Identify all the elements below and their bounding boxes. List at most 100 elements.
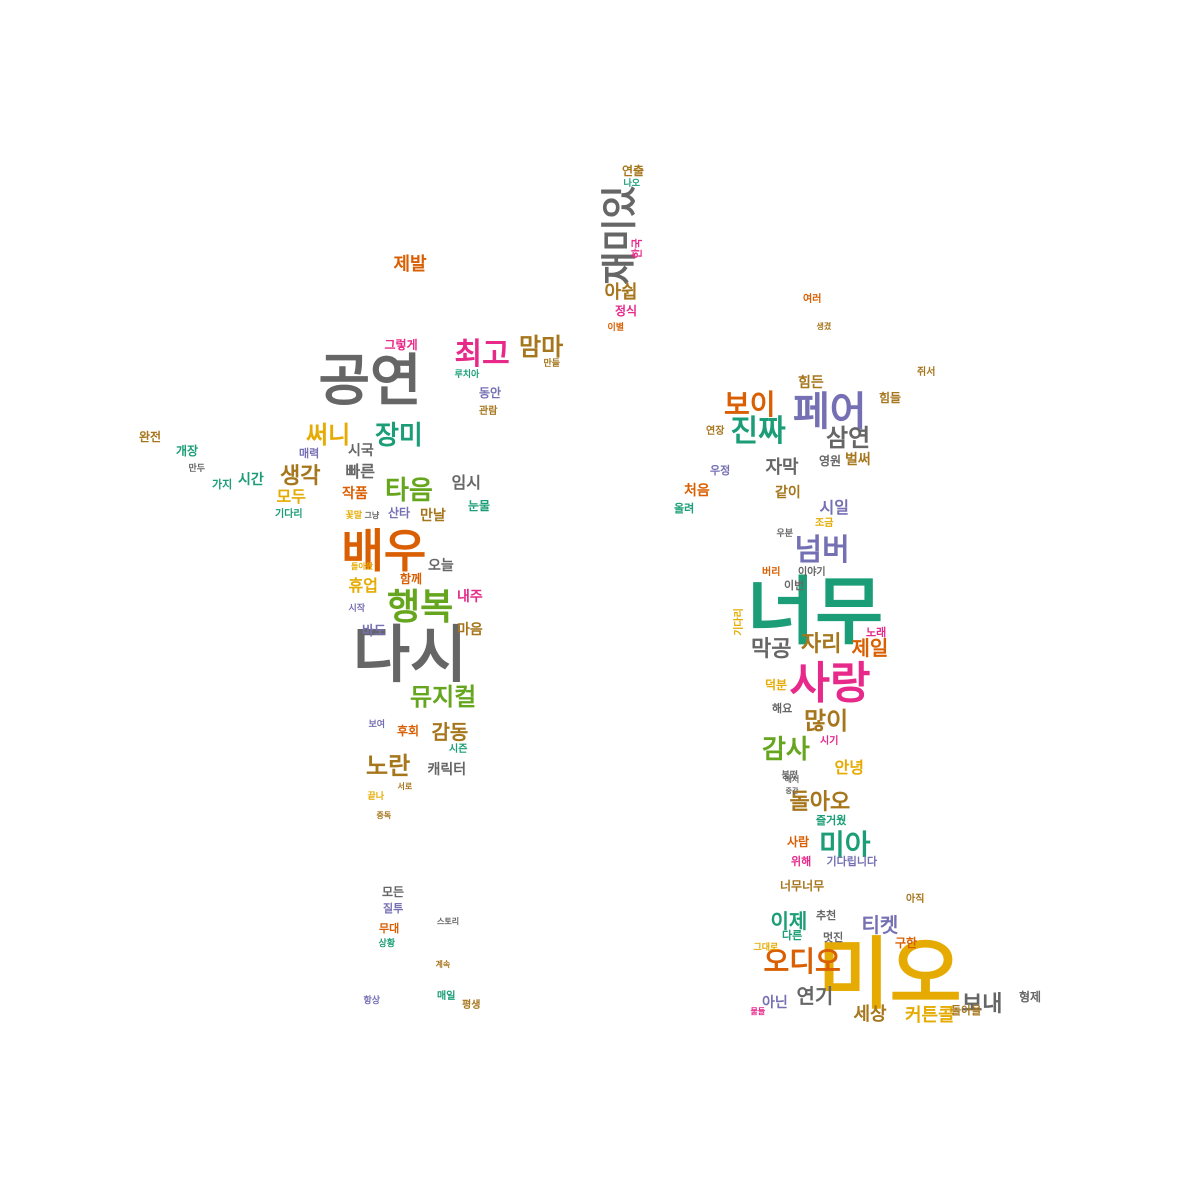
word-21: 타음 [385,476,433,506]
word-26: 많이 [804,707,849,735]
word-84: 추천 [816,908,837,922]
word-10: 진짜 [730,414,786,449]
word-48: 오늘 [428,558,454,574]
word-107: 계속 [435,960,451,969]
word-97: 매일 [437,991,456,1002]
word-3: 공연 [318,349,422,414]
word-12: 삼연 [826,424,871,452]
word-42: 안녕 [834,758,864,777]
word-15: 오디오 [763,945,841,978]
word-73: 덕분 [765,678,788,692]
word-39: 휴업 [348,576,378,595]
word-105: 서로 [397,782,413,791]
word-52: 벌써 [845,452,871,468]
word-2: 다시 [353,618,468,691]
word-59: 시간 [238,472,264,488]
word-61: 완전 [139,430,162,444]
word-127: 물들 [750,1007,766,1016]
word-56: 캐릭터 [427,762,467,778]
word-114: 여러 [803,294,822,305]
word-35: 커튼콜 [905,1005,955,1026]
word-126: 한국 [630,237,644,259]
word-9: 최고 [454,337,510,372]
word-131: 기다리 [733,608,745,636]
word-112: 우분 [776,528,794,539]
word-17: 감사 [762,735,810,765]
word-96: 상황 [378,938,396,949]
word-119: 꽃말 [345,510,363,521]
word-11: 보이 [724,388,776,421]
word-23: 막공 [751,637,792,662]
word-63: 매력 [299,446,320,460]
word-115: 생겼 [816,322,832,331]
word-78: 버리 [762,567,781,578]
word-79: 사람 [787,835,810,849]
word-6: 행복 [387,587,454,628]
word-18: 맘마 [519,333,564,361]
word-123: 돌아왔 [351,562,374,571]
word-102: 보여 [368,719,386,730]
word-58: 작품 [342,486,368,502]
word-120: 그냥 [364,511,380,520]
word-19: 써니 [306,421,351,449]
word-31: 보내 [962,992,1003,1017]
word-43: 시일 [819,498,849,517]
word-5: 사랑 [789,658,871,709]
word-91: 후회 [397,724,420,738]
word-29: 돌아오 [789,790,851,815]
word-62: 가지 [212,477,233,491]
word-99: 항상 [363,995,381,1006]
word-121: 만들 [543,358,561,369]
word-124: 그대로 [753,942,779,953]
word-20: 장미 [375,421,423,451]
word-95: 무대 [379,921,400,935]
word-92: 시즌 [449,744,468,755]
word-125: 쥐서 [917,367,936,378]
word-66: 산타 [388,506,411,520]
word-93: 모든 [382,885,405,899]
word-25: 제일 [851,636,889,660]
word-67: 정식 [615,304,638,318]
word-7: 페어 [793,389,867,435]
word-77: 이번 [784,578,805,592]
word-71: 관람 [479,406,498,417]
word-98: 평생 [462,1000,481,1011]
word-13: 넘버 [794,533,850,568]
word-49: 함께 [400,572,423,586]
word-128: 붕떴 [781,770,799,781]
word-60: 개장 [176,444,199,458]
word-122: 루치아 [454,369,480,380]
word-0: 미오 [818,930,962,1020]
word-108: 기다리 [275,509,303,520]
word-90: 돌아올 [951,1003,982,1017]
word-1: 너무 [747,569,884,655]
word-22: 생각 [280,464,321,489]
word-88: 아직 [906,894,925,905]
word-14: 뮤지컬 [410,683,477,711]
word-89: 형제 [1019,990,1042,1004]
word-30: 연기 [796,984,834,1008]
word-36: 아닌 [762,995,788,1011]
word-106: 스토리 [437,917,460,926]
word-55: 힘들 [879,391,902,405]
word-54: 힘든 [798,375,824,391]
word-129: 해서 [784,775,800,784]
word-103: 끝나 [367,791,385,802]
word-40: 모두 [276,487,306,506]
word-94: 질투 [383,901,404,915]
word-81: 기다립니다 [826,854,878,868]
word-110: 연장 [706,426,725,437]
word-75: 시기 [820,736,839,747]
word-45: 만날 [420,508,446,524]
word-116: 만두 [188,463,206,474]
word-86: 멋진 [823,930,844,944]
word-117: 나오 [623,178,641,189]
word-65: 눈물 [468,499,491,513]
word-85: 다른 [782,928,803,942]
word-41: 자막 [765,457,799,478]
word-72: 해요 [772,701,793,715]
word-83: 너무너무 [780,879,825,893]
word-130: 중간 [785,786,799,795]
word-24: 자리 [801,632,842,657]
